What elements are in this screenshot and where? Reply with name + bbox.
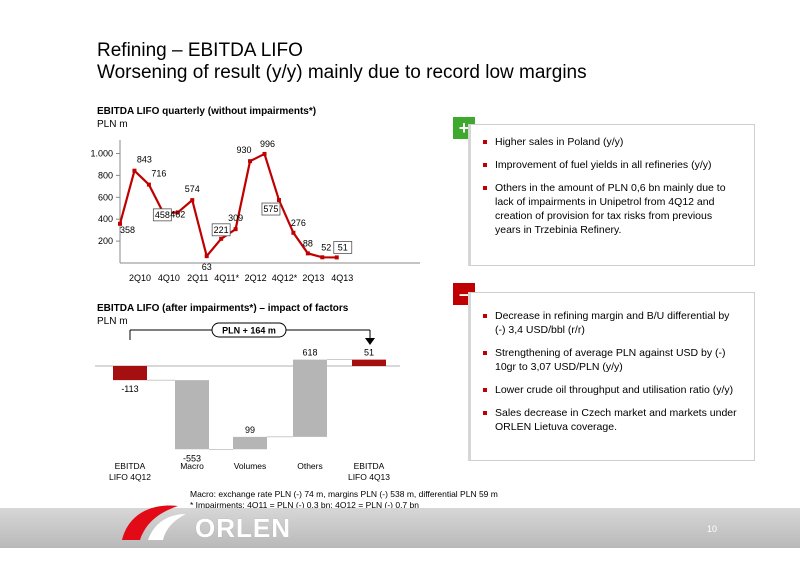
data-point: [204, 254, 209, 259]
category-label: LIFO 4Q12: [109, 472, 151, 482]
data-label-box: [152, 208, 172, 222]
positive-item: Higher sales in Poland (y/y): [483, 135, 740, 149]
annotation-arrow: [365, 338, 375, 345]
positives-panel: Higher sales in Poland (y/y) Improvement…: [468, 124, 755, 266]
data-point: [291, 230, 296, 235]
page-number: 10: [707, 524, 718, 534]
annotation-text: PLN + 164 m: [222, 326, 276, 336]
data-label-box: [333, 241, 353, 254]
x-tick-label: 4Q12*: [272, 273, 298, 283]
data-label: 996: [260, 139, 275, 149]
y-tick-label: 400: [98, 214, 113, 224]
page-title: Refining – EBITDA LIFO: [97, 40, 303, 61]
category-label: Volumes: [234, 461, 267, 471]
data-point: [262, 151, 267, 156]
orlen-logo-text: ORLEN: [195, 513, 291, 543]
data-point: [233, 227, 238, 232]
x-tick-label: 2Q11: [187, 273, 208, 283]
x-tick-label: 2Q13: [302, 273, 324, 283]
page-subtitle: Worsening of result (y/y) mainly due to …: [97, 62, 587, 83]
line-chart-unit: PLN m: [97, 119, 128, 130]
footnote-impairments: * Impairments: 4Q11 = PLN (-) 0,3 bn; 4Q…: [190, 500, 419, 510]
y-tick-label: 200: [98, 236, 113, 246]
data-label: 716: [151, 169, 166, 179]
data-point: [219, 236, 224, 241]
data-label: 458: [155, 210, 170, 220]
waterfall-bar: [175, 380, 209, 450]
data-label: 575: [263, 204, 278, 214]
data-point: [118, 221, 122, 226]
bar-value-label: -553: [183, 453, 201, 463]
data-point: [334, 255, 339, 260]
waterfall-bar: [233, 436, 267, 450]
x-tick-label: 2Q12: [245, 273, 267, 283]
category-label: Macro: [180, 461, 204, 471]
line-chart-title: EBITDA LIFO quarterly (without impairmen…: [97, 106, 317, 117]
bar-chart-title: EBITDA LIFO (after impairments*) – impac…: [97, 303, 349, 314]
category-label: LIFO 4Q13: [348, 472, 390, 482]
data-label: 574: [185, 184, 200, 194]
data-point: [305, 251, 310, 256]
annotation-pill: [211, 322, 287, 338]
data-label-box: [261, 202, 281, 216]
bar-value-label: -113: [121, 384, 138, 394]
data-label: 52: [321, 242, 331, 252]
bar-value-label: 99: [245, 425, 255, 435]
footnote-macro: Macro: exchange rate PLN (-) 74 m, margi…: [190, 489, 498, 499]
data-label: 930: [237, 145, 252, 155]
positive-item: Others in the amount of PLN 0,6 bn mainl…: [483, 181, 740, 237]
negative-item: Sales decrease in Czech market and marke…: [483, 406, 740, 434]
bar-value-label: 51: [364, 348, 374, 358]
bar-chart-unit: PLN m: [97, 316, 128, 327]
category-label: EBITDA: [115, 461, 146, 471]
data-label: 88: [303, 238, 313, 248]
data-point: [175, 210, 180, 215]
positive-item: Improvement of fuel yields in all refine…: [483, 158, 740, 172]
data-point: [190, 198, 195, 203]
y-tick-label: 600: [98, 192, 113, 202]
data-label: 276: [291, 218, 306, 228]
data-point: [276, 198, 281, 203]
y-tick-label: 800: [98, 170, 113, 180]
data-point: [248, 159, 253, 164]
negative-item: Strengthening of average PLN against USD…: [483, 346, 740, 374]
data-label: 221: [214, 225, 229, 235]
data-label: 358: [120, 225, 135, 235]
x-tick-label: 4Q10: [158, 273, 180, 283]
y-tick-label: 1.000: [90, 149, 113, 159]
data-label-box: [211, 223, 231, 237]
negative-item: Decrease in refining margin and B/U diff…: [483, 309, 740, 337]
data-point: [320, 255, 325, 260]
data-point: [132, 168, 137, 173]
waterfall-bar: [352, 359, 386, 366]
negative-item: Lower crude oil throughput and utilisati…: [483, 383, 740, 397]
category-label: Others: [297, 461, 323, 471]
data-label: 63: [202, 262, 212, 272]
data-label: 462: [170, 209, 185, 219]
negatives-panel: Decrease in refining margin and B/U diff…: [468, 292, 755, 461]
bar-value-label: 618: [302, 348, 317, 358]
category-label: EBITDA: [354, 461, 385, 471]
x-tick-label: 4Q11*: [214, 273, 239, 283]
data-label: 51: [338, 242, 348, 252]
waterfall-bar: [113, 366, 147, 381]
data-label: 309: [228, 213, 243, 223]
waterfall-bar: [293, 359, 327, 437]
x-tick-label: 2Q10: [129, 273, 151, 283]
data-point: [146, 182, 151, 187]
x-tick-label: 4Q13: [331, 273, 353, 283]
data-label: 843: [137, 155, 152, 165]
